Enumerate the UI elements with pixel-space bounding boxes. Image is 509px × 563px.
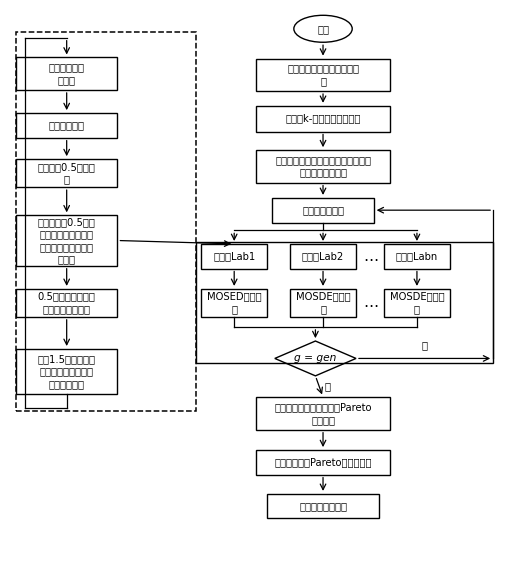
Text: 开始: 开始 xyxy=(317,24,329,34)
Text: 计算适应度值: 计算适应度值 xyxy=(49,120,84,131)
FancyBboxPatch shape xyxy=(16,159,118,187)
Text: 否: 否 xyxy=(421,340,428,350)
Text: 输出目标函数Pareto最优折衷解: 输出目标函数Pareto最优折衷解 xyxy=(274,457,372,467)
FancyBboxPatch shape xyxy=(384,244,450,269)
FancyBboxPatch shape xyxy=(267,494,379,519)
Text: 可拓拓k-均值场景缩减聚类: 可拓拓k-均值场景缩减聚类 xyxy=(286,114,361,124)
FancyBboxPatch shape xyxy=(16,289,118,317)
FancyBboxPatch shape xyxy=(290,244,356,269)
Text: 导入初始数据，设置初始参
数: 导入初始数据，设置初始参 数 xyxy=(287,64,359,86)
Text: g = gen: g = gen xyxy=(294,354,336,364)
Text: 合并种群，输出目标函数Pareto
最优解集: 合并种群，输出目标函数Pareto 最优解集 xyxy=(274,403,372,425)
FancyBboxPatch shape xyxy=(290,289,356,317)
Text: 0.5倍更新后种群与
初始种群进行合并: 0.5倍更新后种群与 初始种群进行合并 xyxy=(38,292,96,314)
Text: 计算序值和拥
挤距离: 计算序值和拥 挤距离 xyxy=(49,62,84,85)
FancyBboxPatch shape xyxy=(272,198,374,222)
FancyBboxPatch shape xyxy=(16,349,118,394)
Text: 优选产生0.5倍的种
群: 优选产生0.5倍的种 群 xyxy=(38,162,96,184)
FancyBboxPatch shape xyxy=(256,59,390,91)
FancyBboxPatch shape xyxy=(256,450,390,475)
Text: MOSDE算法寻
优: MOSDE算法寻 优 xyxy=(389,292,444,314)
Text: 启动各并行单元: 启动各并行单元 xyxy=(302,205,344,215)
Text: …: … xyxy=(364,249,379,263)
Text: MOSED算法寻
优: MOSED算法寻 优 xyxy=(207,292,262,314)
FancyBboxPatch shape xyxy=(384,289,450,317)
FancyBboxPatch shape xyxy=(256,397,390,430)
FancyBboxPatch shape xyxy=(16,215,118,266)
Text: MOSDE算法寻
优: MOSDE算法寻 优 xyxy=(296,292,350,314)
Text: …: … xyxy=(364,296,379,310)
FancyBboxPatch shape xyxy=(16,57,118,90)
Text: 子种群Labn: 子种群Labn xyxy=(396,251,438,261)
FancyBboxPatch shape xyxy=(256,106,390,132)
FancyBboxPatch shape xyxy=(16,113,118,138)
FancyBboxPatch shape xyxy=(201,244,267,269)
Text: 子种群Lab2: 子种群Lab2 xyxy=(302,251,344,261)
Text: 得到聚类结果，负荷参与差异化需求
响应并种群初始化: 得到聚类结果，负荷参与差异化需求 响应并种群初始化 xyxy=(275,155,371,177)
Text: 子种群Lab1: 子种群Lab1 xyxy=(213,251,256,261)
FancyBboxPatch shape xyxy=(201,289,267,317)
Text: 计算1.5倍混合种群
的序值和拥挤距离筛
选出新的种群: 计算1.5倍混合种群 的序值和拥挤距离筛 选出新的种群 xyxy=(38,354,96,389)
Text: 输出综合规划方案: 输出综合规划方案 xyxy=(299,501,347,511)
Text: 是: 是 xyxy=(325,382,330,391)
FancyBboxPatch shape xyxy=(256,150,390,182)
Text: 优选产生的0.5倍种
群进行正弦机制下变
异和交叉，得到更新
后种群: 优选产生的0.5倍种 群进行正弦机制下变 异和交叉，得到更新 后种群 xyxy=(38,217,96,264)
